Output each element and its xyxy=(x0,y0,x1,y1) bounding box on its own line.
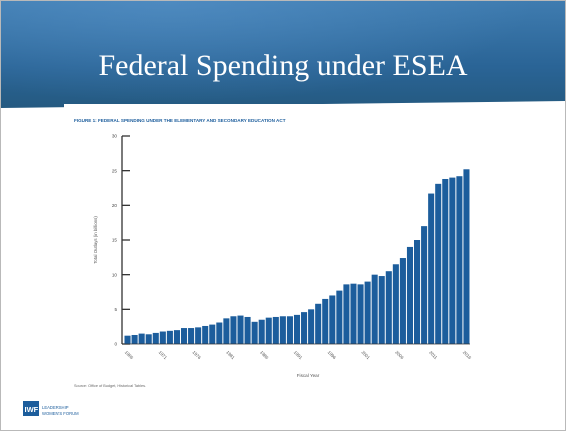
x-tick-label: 1991 xyxy=(293,350,304,361)
x-tick-label: 2006 xyxy=(394,350,405,361)
bar xyxy=(279,316,286,344)
bar xyxy=(364,281,371,344)
x-tick-label: 2001 xyxy=(360,350,371,361)
bar xyxy=(371,274,378,344)
bar-chart: FIGURE 1: FEDERAL SPENDING UNDER THE ELE… xyxy=(74,118,473,388)
chart-source: Source: Office of Budget, Historical Tab… xyxy=(74,384,146,388)
bar xyxy=(336,290,343,344)
x-tick-label: 1981 xyxy=(225,350,236,361)
y-axis-label: Total Outlays (in billions) xyxy=(93,216,98,264)
bar xyxy=(202,325,209,344)
bar xyxy=(293,314,301,344)
bar xyxy=(414,240,421,344)
bar xyxy=(385,271,392,344)
bar xyxy=(230,316,237,344)
bar xyxy=(399,258,406,344)
bar xyxy=(173,330,180,344)
bar xyxy=(449,177,456,344)
y-tick-label: 5 xyxy=(114,307,117,312)
header-gradient xyxy=(1,1,565,111)
bar xyxy=(322,298,329,344)
bar xyxy=(442,178,449,344)
bar xyxy=(159,331,166,344)
bar xyxy=(463,169,470,344)
y-tick-label: 10 xyxy=(112,272,118,277)
bar xyxy=(145,334,152,344)
x-tick-label: 1966 xyxy=(124,350,135,361)
bar xyxy=(329,295,336,344)
bar xyxy=(428,193,435,344)
x-axis: 1966 1971 1976 1981 1986 1991 1996 2001 2006 2011… xyxy=(122,343,473,361)
slide-title: Federal Spending under ESEA xyxy=(98,49,468,82)
chart-title: FIGURE 1: FEDERAL SPENDING UNDER THE ELE… xyxy=(74,118,286,123)
logo-text-line1: LEADERSHIP xyxy=(42,405,69,410)
y-axis: 0 5 10 15 20 25 30 xyxy=(112,134,130,347)
bar xyxy=(350,283,357,344)
y-tick-label: 30 xyxy=(112,134,118,139)
bar xyxy=(357,284,364,344)
bar xyxy=(223,318,230,344)
x-tick-label: 2011 xyxy=(428,350,439,361)
bar xyxy=(216,322,223,344)
bar xyxy=(286,316,293,344)
x-axis-label: Fiscal Year xyxy=(297,373,320,378)
bar xyxy=(435,183,442,344)
bar xyxy=(421,226,428,344)
bar xyxy=(251,321,258,344)
bar xyxy=(180,328,188,344)
bar xyxy=(378,276,385,344)
bar xyxy=(456,176,463,344)
bar xyxy=(308,309,315,344)
organization-logo: IWF LEADERSHIP WOMEN'S FORUM xyxy=(23,398,93,420)
bar xyxy=(124,335,131,344)
bar xyxy=(237,315,244,344)
bar xyxy=(195,327,202,344)
x-tick-label: 1996 xyxy=(327,350,338,361)
x-tick-label: 1971 xyxy=(158,350,169,361)
logo-mark: IWF xyxy=(25,405,39,414)
bar xyxy=(343,284,350,344)
bars xyxy=(124,169,470,344)
bar xyxy=(392,264,399,344)
x-tick-label: 2016 xyxy=(462,350,473,361)
bar xyxy=(166,330,173,344)
y-tick-label: 20 xyxy=(112,203,118,208)
bar xyxy=(315,303,322,344)
slide-header xyxy=(1,1,565,111)
y-tick-label: 25 xyxy=(112,168,118,173)
bar xyxy=(301,312,308,344)
bar xyxy=(209,324,216,344)
bar xyxy=(406,246,414,344)
x-tick-label: 1986 xyxy=(259,350,270,361)
chart-panel: FIGURE 1: FEDERAL SPENDING UNDER THE ELE… xyxy=(64,104,496,402)
x-tick-label: 1976 xyxy=(191,350,202,361)
bar xyxy=(188,328,195,344)
bar xyxy=(131,334,138,344)
y-tick-label: 0 xyxy=(114,342,117,347)
bar xyxy=(265,317,272,344)
logo-text-line2: WOMEN'S FORUM xyxy=(42,411,79,416)
bar xyxy=(138,333,145,344)
y-tick-label: 15 xyxy=(112,238,118,243)
bar xyxy=(258,319,265,344)
bar xyxy=(152,332,159,344)
bar xyxy=(272,316,279,344)
bar xyxy=(244,316,251,344)
